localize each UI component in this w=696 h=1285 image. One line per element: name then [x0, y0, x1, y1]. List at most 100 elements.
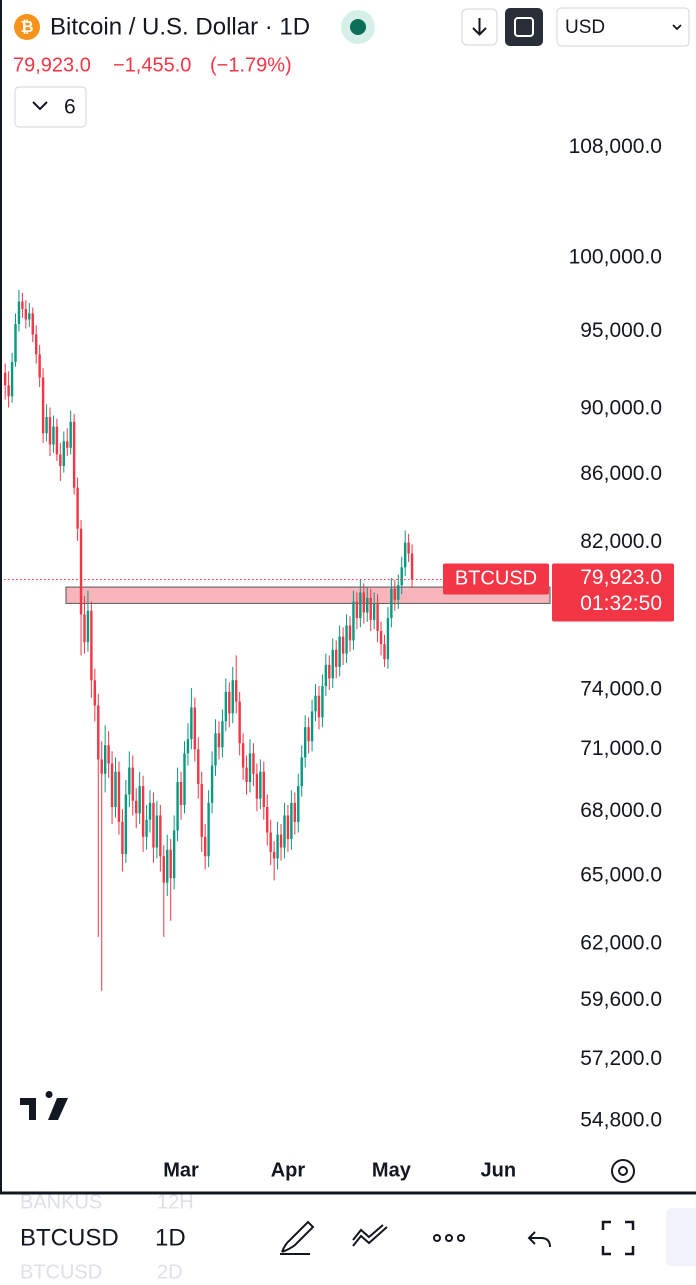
candle-body [331, 649, 334, 679]
candle-body [79, 528, 83, 615]
candle-body [393, 588, 397, 600]
candle-body [359, 592, 362, 619]
candle-body [272, 851, 276, 859]
candle-body [345, 625, 348, 654]
candle-body [328, 664, 331, 679]
candle-body [152, 802, 155, 848]
candle-body [372, 603, 376, 620]
symbol-option[interactable]: BANKUS [20, 1191, 102, 1213]
candle-body [183, 753, 186, 805]
candle-body [190, 707, 193, 740]
candle-body [286, 815, 290, 839]
candle-body [193, 707, 197, 750]
change-pct: (−1.79%) [210, 54, 292, 76]
download-icon [472, 18, 487, 36]
price-tag-label: 79,923.0 [580, 566, 662, 589]
fullscreen-button[interactable] [601, 1220, 635, 1256]
candle-body [172, 830, 176, 879]
indicator-count: 6 [64, 96, 76, 119]
candle-body [403, 542, 407, 568]
candle-body [283, 815, 286, 848]
candle-body [28, 313, 31, 320]
y-tick-label: 90,000.0 [580, 397, 662, 420]
interval-option[interactable]: 2D [157, 1261, 183, 1283]
candle-body [231, 680, 234, 714]
candle-body [128, 767, 131, 795]
x-tick-label: Apr [271, 1159, 306, 1181]
candle-body [262, 771, 265, 808]
candle-body [159, 815, 162, 857]
candle-body [248, 753, 252, 783]
candle-body [179, 782, 183, 805]
currency: USD [565, 17, 605, 38]
side-button[interactable] [666, 1208, 696, 1266]
layout-icon [514, 17, 534, 37]
logo [20, 1091, 68, 1120]
candle-body [138, 786, 141, 814]
candle-body [369, 597, 372, 620]
symbol-option[interactable]: BTCUSD [20, 1261, 102, 1283]
y-tick-label: 100,000.0 [569, 245, 662, 268]
candle-body [383, 644, 386, 660]
candle-body [141, 786, 145, 837]
candle-body [207, 802, 210, 857]
candle-body [83, 614, 86, 643]
candle-body [203, 836, 207, 857]
more-button[interactable] [433, 1234, 465, 1242]
candle-body [117, 771, 121, 822]
currency-select[interactable] [556, 7, 690, 47]
candle-body [166, 849, 169, 883]
candle-body [379, 631, 383, 645]
candle-body [38, 354, 41, 378]
candle-body [317, 695, 321, 718]
candle-body [155, 815, 159, 848]
settings-icon [618, 1166, 628, 1176]
candle-body [341, 636, 345, 654]
candle-body [24, 309, 28, 320]
candle-body [217, 733, 221, 748]
candle-body [214, 733, 217, 766]
candle-body [297, 786, 300, 822]
candle-body [76, 487, 79, 529]
undo-button[interactable] [527, 1231, 551, 1248]
candle-body [107, 745, 110, 764]
interval-option[interactable]: 12H [157, 1191, 194, 1213]
candle-body [324, 664, 328, 687]
candle-body [162, 856, 165, 883]
candle-body [62, 441, 65, 466]
y-tick-label: 54,800.0 [580, 1108, 662, 1131]
candle-body [7, 385, 10, 397]
candle-body [200, 784, 203, 837]
candle-body [386, 618, 390, 660]
symbol[interactable]: BTCUSD [20, 1224, 119, 1251]
candle-body [3, 372, 7, 386]
candle-body [72, 421, 76, 488]
candle-body [86, 610, 90, 643]
draw-tool[interactable] [280, 1220, 315, 1255]
candle-body [376, 603, 379, 632]
line-tool[interactable] [352, 1224, 388, 1247]
change: −1,455.0 [113, 54, 191, 76]
candle-body [59, 454, 62, 466]
candle-body [348, 625, 352, 641]
candle-body [55, 426, 59, 455]
candle-body [124, 794, 128, 855]
settings-button[interactable] [611, 1159, 635, 1183]
candle-body [131, 767, 134, 801]
price: 79,923.0 [13, 54, 91, 76]
candle-body [17, 301, 21, 324]
symbol-tag [443, 563, 549, 595]
candle-body [145, 819, 148, 837]
candle-body [314, 695, 317, 712]
candle-body [293, 802, 297, 822]
candle-body [52, 426, 55, 445]
indicators-button[interactable] [14, 86, 87, 128]
candle-body [41, 377, 45, 434]
candle-body [90, 610, 93, 681]
candle-body [290, 802, 293, 839]
x-tick-label: May [372, 1159, 412, 1181]
interval[interactable]: 1D [155, 1224, 186, 1251]
layout-button[interactable] [505, 8, 543, 46]
y-tick-label: 62,000.0 [580, 931, 662, 954]
